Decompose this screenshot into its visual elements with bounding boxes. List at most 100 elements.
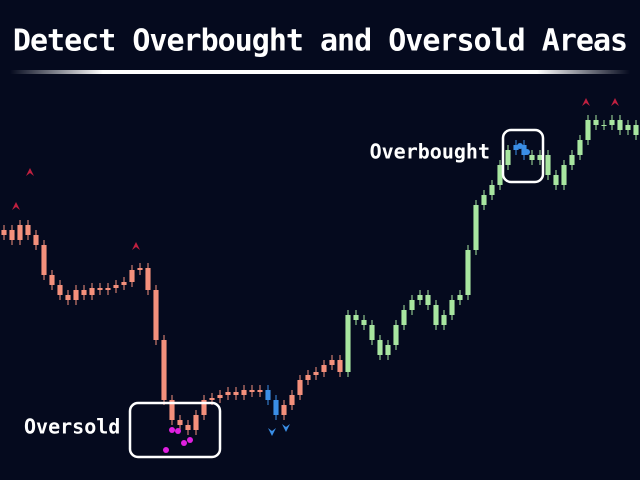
candle-body <box>353 315 359 320</box>
candle-body <box>569 155 575 165</box>
candle-body <box>481 195 487 205</box>
highlight-box <box>128 401 222 459</box>
candle-body <box>177 420 183 425</box>
candle-body <box>297 380 303 395</box>
arrow-up <box>26 168 34 176</box>
candle-body <box>73 290 79 300</box>
candle-body <box>329 360 335 365</box>
candle-body <box>633 125 639 135</box>
signal-dot <box>181 440 187 446</box>
arrows <box>12 98 619 436</box>
candle-body <box>33 235 39 245</box>
candle-body <box>25 225 31 235</box>
candle-body <box>129 270 135 282</box>
signal-dot <box>169 427 175 433</box>
candle-body <box>625 125 631 130</box>
candle-body <box>337 360 343 372</box>
signal-dot <box>175 428 181 434</box>
candle-body <box>185 425 191 430</box>
candle-body <box>609 120 615 125</box>
candle-body <box>321 365 327 372</box>
candle-body <box>385 345 391 355</box>
candle-body <box>465 250 471 295</box>
candle-body <box>137 268 143 270</box>
title-rule <box>10 70 630 74</box>
candle-body <box>65 295 71 300</box>
candle-body <box>473 205 479 250</box>
candle-body <box>49 275 55 285</box>
candle-body <box>57 285 63 295</box>
candle-body <box>521 145 527 155</box>
candle-body <box>593 120 599 125</box>
candle-body <box>153 290 159 340</box>
candle-body <box>41 245 47 275</box>
candle-body <box>505 150 511 165</box>
signal-dot <box>187 437 193 443</box>
candle-body <box>89 288 95 295</box>
candle-body <box>257 390 263 392</box>
candle-body <box>169 400 175 420</box>
candle-body <box>201 400 207 415</box>
candle-body <box>161 340 167 400</box>
candle-body <box>105 288 111 290</box>
candle-body <box>313 372 319 375</box>
candle-body <box>441 315 447 325</box>
candle-body <box>417 295 423 300</box>
candle-body <box>345 315 351 372</box>
candle-body <box>113 285 119 288</box>
candle-body <box>265 390 271 400</box>
candle-body <box>425 295 431 305</box>
candle-body <box>577 140 583 155</box>
candle-body <box>377 340 383 355</box>
candle-body <box>545 155 551 175</box>
candle-body <box>281 405 287 415</box>
candle-body <box>457 295 463 300</box>
candle-body <box>121 282 127 285</box>
arrow-up <box>12 202 20 210</box>
candle-body <box>601 125 607 126</box>
candle-body <box>1 230 7 235</box>
candle-body <box>513 145 519 150</box>
candle-body <box>17 225 23 240</box>
highlight-box <box>501 128 545 184</box>
candle-body <box>81 290 87 295</box>
candle-body <box>537 155 543 160</box>
candle-body <box>449 300 455 315</box>
candle-body <box>233 392 239 395</box>
chart-title: Detect Overbought and Oversold Areas <box>13 24 627 59</box>
candle-body <box>433 305 439 325</box>
candle-body <box>217 395 223 398</box>
candle-body <box>273 400 279 415</box>
arrow-up <box>582 98 590 106</box>
candle-body <box>529 155 535 160</box>
candle-body <box>249 390 255 392</box>
candle-body <box>9 230 15 240</box>
arrow-up <box>611 98 619 106</box>
candle-body <box>361 320 367 325</box>
candle-body <box>617 120 623 130</box>
candle-body <box>561 165 567 185</box>
candle-body <box>489 185 495 195</box>
candle-body <box>401 310 407 325</box>
signal-dot <box>517 143 523 149</box>
candle-body <box>409 300 415 310</box>
arrow-down <box>282 424 290 432</box>
candle-body <box>209 398 215 400</box>
candle-body <box>553 175 559 185</box>
annotation: Oversold <box>24 415 120 439</box>
candle-body <box>97 288 103 290</box>
candle-body <box>305 375 311 380</box>
signal-dot <box>163 447 169 453</box>
signals <box>163 143 530 453</box>
annotation: Overbought <box>370 140 490 164</box>
candle-body <box>585 120 591 140</box>
candle-body <box>193 415 199 430</box>
arrow-down <box>268 428 276 436</box>
candle-body <box>145 268 151 290</box>
candle-body <box>289 395 295 405</box>
candle-body <box>225 392 231 395</box>
candle-body <box>369 325 375 340</box>
candle-body <box>497 165 503 185</box>
